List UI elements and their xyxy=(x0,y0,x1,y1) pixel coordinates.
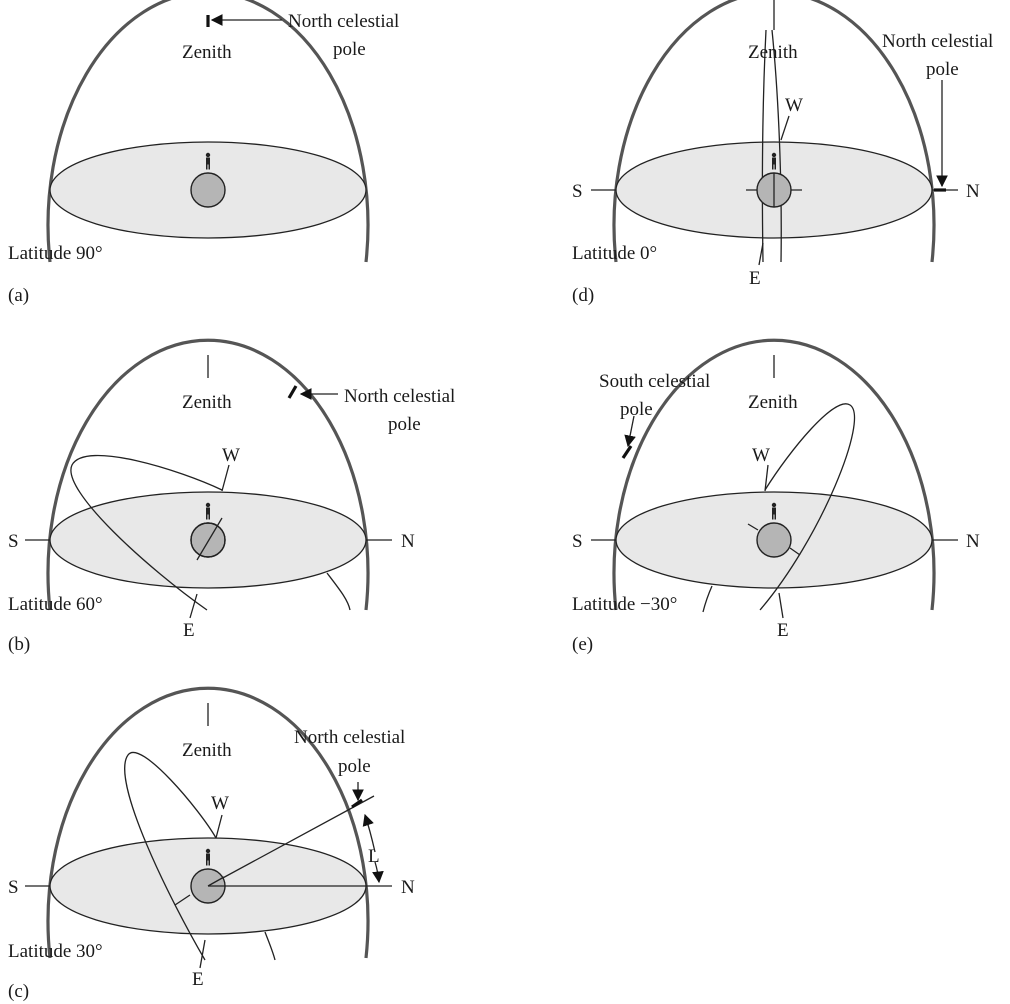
south-label: S xyxy=(8,531,19,552)
earth-axis-upper xyxy=(747,523,759,531)
east-pointer xyxy=(758,242,764,266)
pole-label-line2: pole xyxy=(338,756,371,777)
earth-globe xyxy=(190,172,226,208)
panel-tag: (b) xyxy=(8,634,30,655)
zenith-label: Zenith xyxy=(748,392,798,413)
celestial-equator-front xyxy=(761,29,767,263)
pole-label-line1: North celestial xyxy=(344,386,455,407)
south-label: S xyxy=(8,877,19,898)
latitude-label: Latitude 90° xyxy=(8,243,103,264)
panel-b: Zenith North celestial pole W S N Latitu… xyxy=(8,338,455,655)
panel-tag: (c) xyxy=(8,981,29,1002)
pole-label-line2: pole xyxy=(388,414,421,435)
observer-icon xyxy=(205,848,211,866)
pole-label-line1: North celestial xyxy=(288,11,399,32)
panel-tag: (a) xyxy=(8,285,29,306)
zenith-label: Zenith xyxy=(182,42,232,63)
panel-tag: (d) xyxy=(572,285,594,306)
celestial-sphere-outline xyxy=(46,686,370,959)
zenith-label: Zenith xyxy=(748,42,798,63)
panel-a: Zenith North celestial pole Latitude 90°… xyxy=(8,0,399,306)
west-label: W xyxy=(785,95,803,116)
celestial-equator-lower xyxy=(264,931,276,961)
west-pointer xyxy=(215,814,223,839)
latitude-label: Latitude 60° xyxy=(8,594,103,615)
latitude-angle-arc-top xyxy=(362,813,376,853)
earth-axis-lower xyxy=(174,894,191,906)
panel-tag: (e) xyxy=(572,634,593,655)
earth-globe-front xyxy=(190,522,226,558)
zenith-label: Zenith xyxy=(182,740,232,761)
celestial-equator-lower xyxy=(326,572,351,611)
east-label: E xyxy=(183,620,195,641)
pole-label-line1: North celestial xyxy=(882,31,993,52)
north-celestial-pole-marker xyxy=(287,385,298,399)
earth-axis-lower xyxy=(789,547,801,556)
west-label: W xyxy=(211,793,229,814)
zenith-label: Zenith xyxy=(182,392,232,413)
pole-label-line1: North celestial xyxy=(294,727,405,748)
latitude-label: Latitude −30° xyxy=(572,594,677,615)
celestial-sphere-outline xyxy=(612,0,936,263)
celestial-equator-back xyxy=(771,29,782,263)
panel-c: Zenith North celestial pole W L S N Lati… xyxy=(8,686,415,1002)
earth-axis-to-pole xyxy=(207,795,375,887)
north-label: N xyxy=(966,531,980,552)
east-label: E xyxy=(749,268,761,289)
latitude-label: Latitude 30° xyxy=(8,941,103,962)
south-label: S xyxy=(572,531,583,552)
pole-label-line2: pole xyxy=(620,399,653,420)
celestial-sphere-outline xyxy=(46,338,370,611)
angle-label: L xyxy=(368,846,380,867)
panel-e: South celestial pole Zenith W S N Latitu… xyxy=(572,338,980,655)
south-label: S xyxy=(572,181,583,202)
east-label: E xyxy=(192,969,204,990)
east-pointer xyxy=(189,593,198,619)
earth-globe xyxy=(756,522,792,558)
north-label: N xyxy=(401,877,415,898)
pole-label-line1: South celestial xyxy=(599,371,710,392)
earth-axis-inner xyxy=(207,876,225,887)
celestial-equator-lower xyxy=(702,585,713,613)
east-pointer xyxy=(778,592,784,619)
west-pointer xyxy=(764,464,769,492)
west-pointer xyxy=(780,115,790,141)
observer-icon xyxy=(205,502,211,520)
east-label: E xyxy=(777,620,789,641)
pole-label-line2: pole xyxy=(926,59,959,80)
west-label: W xyxy=(752,445,770,466)
north-label: N xyxy=(401,531,415,552)
pole-pointer-arrow xyxy=(624,415,636,448)
west-pointer xyxy=(221,464,230,492)
celestial-equator-upper xyxy=(124,751,217,961)
earth-axis xyxy=(196,517,223,561)
celestial-sphere-outline xyxy=(612,338,936,611)
north-label: N xyxy=(966,181,980,202)
celestial-equator-upper xyxy=(759,403,855,611)
south-celestial-pole-marker xyxy=(621,445,633,459)
celestial-sphere-outline xyxy=(46,0,370,263)
observer-icon xyxy=(771,502,777,520)
east-pointer xyxy=(199,939,206,969)
latitude-label: Latitude 0° xyxy=(572,243,657,264)
panel-d: Zenith North celestial pole W S N Latitu… xyxy=(572,0,993,306)
west-label: W xyxy=(222,445,240,466)
latitude-angle-arc-bottom xyxy=(372,861,384,884)
celestial-equator-upper xyxy=(70,454,223,611)
pole-label-line2: pole xyxy=(333,39,366,60)
observer-icon xyxy=(771,152,777,170)
observer-icon xyxy=(205,152,211,170)
